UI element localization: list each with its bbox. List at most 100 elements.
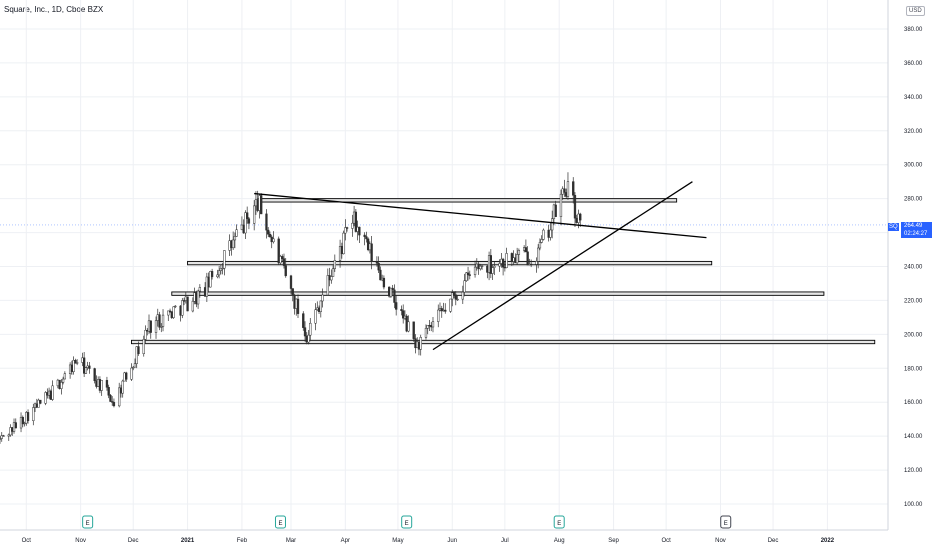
candle-body — [382, 277, 386, 288]
earnings-marker-box — [401, 515, 413, 529]
chart-title: Square, Inc., 1D, Cboe BZX — [4, 5, 104, 14]
candle-body — [279, 256, 282, 264]
earnings-marker[interactable]: E — [274, 515, 286, 529]
earnings-marker-box — [553, 515, 565, 529]
earnings-marker-box — [274, 515, 286, 529]
candle-body — [498, 263, 501, 267]
x-tick-label: Oct — [22, 538, 32, 544]
candle-body — [26, 412, 30, 421]
candle-body — [74, 359, 77, 364]
candle-body — [440, 308, 443, 312]
candle-body — [100, 380, 103, 391]
y-tick-label: 160.00 — [904, 400, 923, 406]
candle-body — [515, 254, 519, 264]
candle-body — [281, 256, 284, 259]
candle-body — [111, 401, 114, 403]
x-tick-label: Nov — [75, 538, 86, 544]
candle-body — [125, 372, 128, 380]
symbol-tag: SQ — [888, 223, 899, 231]
x-tick-label: Feb — [237, 538, 248, 544]
candle-body — [451, 292, 454, 300]
candle-body — [501, 258, 505, 268]
candle-body — [437, 309, 440, 322]
earnings-marker-box — [720, 515, 732, 529]
candle-body — [344, 227, 347, 234]
candle-body — [563, 188, 566, 193]
candle-body — [393, 289, 396, 303]
candle-body — [365, 236, 368, 240]
candle-body — [44, 392, 47, 404]
x-tick-label: 2021 — [181, 538, 195, 544]
candle-body — [345, 227, 349, 229]
candle-body — [466, 272, 470, 275]
candle-body — [161, 314, 165, 327]
candle-body — [535, 261, 538, 265]
candle-body — [14, 422, 17, 429]
candle-body — [302, 313, 305, 328]
candle-body — [223, 250, 226, 269]
candle-body — [566, 181, 570, 197]
earnings-marker-label: E — [557, 521, 561, 527]
y-tick-label: 120.00 — [904, 468, 923, 474]
candle-body — [559, 193, 563, 217]
candle-body — [407, 321, 410, 332]
candle-body — [253, 205, 256, 224]
candle-body — [75, 362, 79, 364]
last-price-tag: 264.49 — [901, 222, 932, 230]
candle-body — [419, 337, 422, 350]
candle-body — [158, 314, 161, 328]
earnings-marker[interactable]: E — [82, 515, 94, 529]
candle-body — [93, 368, 96, 381]
candle-body — [72, 359, 75, 372]
earnings-marker-box — [82, 515, 94, 529]
candle-body — [354, 211, 358, 232]
candle-body — [342, 232, 345, 255]
candle-body — [370, 243, 373, 262]
earnings-marker[interactable]: E — [553, 515, 565, 529]
candle-body — [105, 380, 109, 388]
candle-body — [235, 229, 238, 237]
y-tick-label: 240.00 — [904, 265, 923, 271]
price-axis: 100.00 120.00 140.00 160.00 180.00 200.00 220.… — [887, 0, 923, 530]
y-tick-label: 200.00 — [904, 332, 923, 338]
candle-body — [573, 195, 577, 219]
candle-body — [84, 367, 88, 374]
candle-body — [473, 266, 477, 276]
candle-body — [172, 306, 175, 318]
candle-body — [358, 226, 361, 236]
candle-body — [39, 399, 42, 404]
candle-body — [452, 292, 456, 296]
candle-body — [244, 212, 247, 234]
candle-body — [530, 263, 533, 266]
y-tick-label: 280.00 — [904, 197, 923, 203]
candle-body — [284, 265, 287, 277]
candle-body — [554, 204, 557, 217]
candle-body — [538, 242, 542, 249]
candle-body — [314, 309, 317, 324]
candle-body — [282, 258, 286, 266]
candle-body — [277, 238, 280, 264]
candle-body — [181, 300, 184, 316]
y-tick-label: 220.00 — [904, 298, 923, 304]
candle-body — [333, 260, 336, 269]
candle-body — [186, 296, 189, 312]
candle-body — [219, 268, 223, 271]
candle-body — [142, 339, 145, 355]
candle-body — [217, 270, 221, 276]
candle-body — [154, 320, 158, 333]
earnings-marker[interactable]: E — [720, 515, 732, 529]
candle-body — [0, 435, 3, 439]
x-tick-label: Jun — [447, 538, 457, 544]
earnings-marker-label: E — [405, 521, 409, 527]
y-tick-label: 300.00 — [904, 163, 923, 169]
earnings-marker[interactable]: E — [401, 515, 413, 529]
candle-body — [526, 251, 529, 266]
candle-body — [107, 387, 110, 396]
x-tick-label: Dec — [128, 538, 139, 544]
earnings-marker-label: E — [86, 521, 90, 527]
currency-badge[interactable]: USD — [906, 6, 925, 16]
candle-body — [389, 287, 393, 297]
candle-body — [118, 387, 121, 407]
x-tick-label: Jul — [501, 538, 509, 544]
